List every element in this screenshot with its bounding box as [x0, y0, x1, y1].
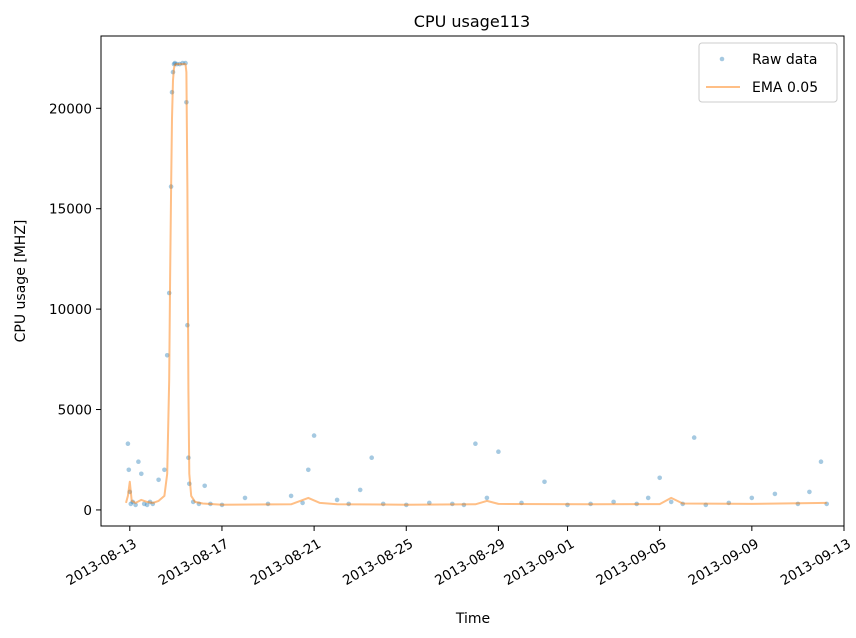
legend-label-ema: EMA 0.05 [752, 80, 818, 96]
raw-data-point [369, 455, 375, 461]
legend-label-raw-data: Raw data [752, 52, 817, 68]
raw-data-point [668, 499, 674, 505]
ema-line [125, 63, 827, 506]
raw-data-point [807, 489, 812, 495]
raw-data-point [139, 471, 144, 477]
raw-data-point [657, 475, 662, 481]
raw-data-point [300, 500, 305, 506]
plot-area [100, 35, 845, 527]
y-tick-label: 20000 [49, 101, 92, 117]
raw-data-point [126, 467, 132, 473]
raw-data-point [125, 441, 131, 447]
chart-title: CPU usage113 [414, 12, 530, 31]
y-tick-label: 15000 [49, 202, 92, 218]
raw-data-point [496, 449, 501, 455]
raw-data-point [818, 459, 824, 465]
raw-data-point [162, 467, 167, 473]
raw-data-point [334, 497, 340, 503]
raw-data-point [645, 495, 651, 501]
legend-marker-raw-data [719, 56, 725, 62]
y-tick-label: 5000 [58, 403, 92, 419]
y-tick-label: 0 [83, 503, 92, 519]
legend: Raw data EMA 0.05 [698, 42, 838, 103]
raw-data-point [156, 477, 161, 483]
y-axis-label: CPU usage [MHZ] [13, 220, 29, 343]
raw-data-point [357, 487, 363, 493]
raw-data-point [136, 459, 141, 465]
raw-data-point [242, 495, 248, 501]
y-tick-label: 10000 [49, 302, 92, 318]
raw-data-point [288, 493, 294, 499]
raw-data-point [473, 441, 478, 447]
raw-data-point [311, 433, 317, 438]
raw-data-point [691, 435, 697, 440]
raw-data-point [484, 495, 490, 501]
raw-data-point [749, 495, 755, 501]
raw-data-point [141, 501, 147, 507]
y-axis: 0 5000 10000 15000 20000 [49, 101, 101, 519]
raw-data-point [611, 499, 616, 505]
raw-data-point [542, 479, 547, 485]
plot-frame [100, 35, 845, 527]
raw-data-point [144, 502, 150, 508]
raw-data-point [133, 502, 138, 508]
raw-data-point [164, 353, 170, 358]
ema-line-layer [125, 63, 827, 506]
raw-data-point [306, 467, 311, 473]
raw-data-point [772, 491, 778, 497]
raw-data-point [128, 501, 134, 507]
x-axis-label: Time [455, 611, 490, 627]
raw-data-point [202, 483, 207, 489]
